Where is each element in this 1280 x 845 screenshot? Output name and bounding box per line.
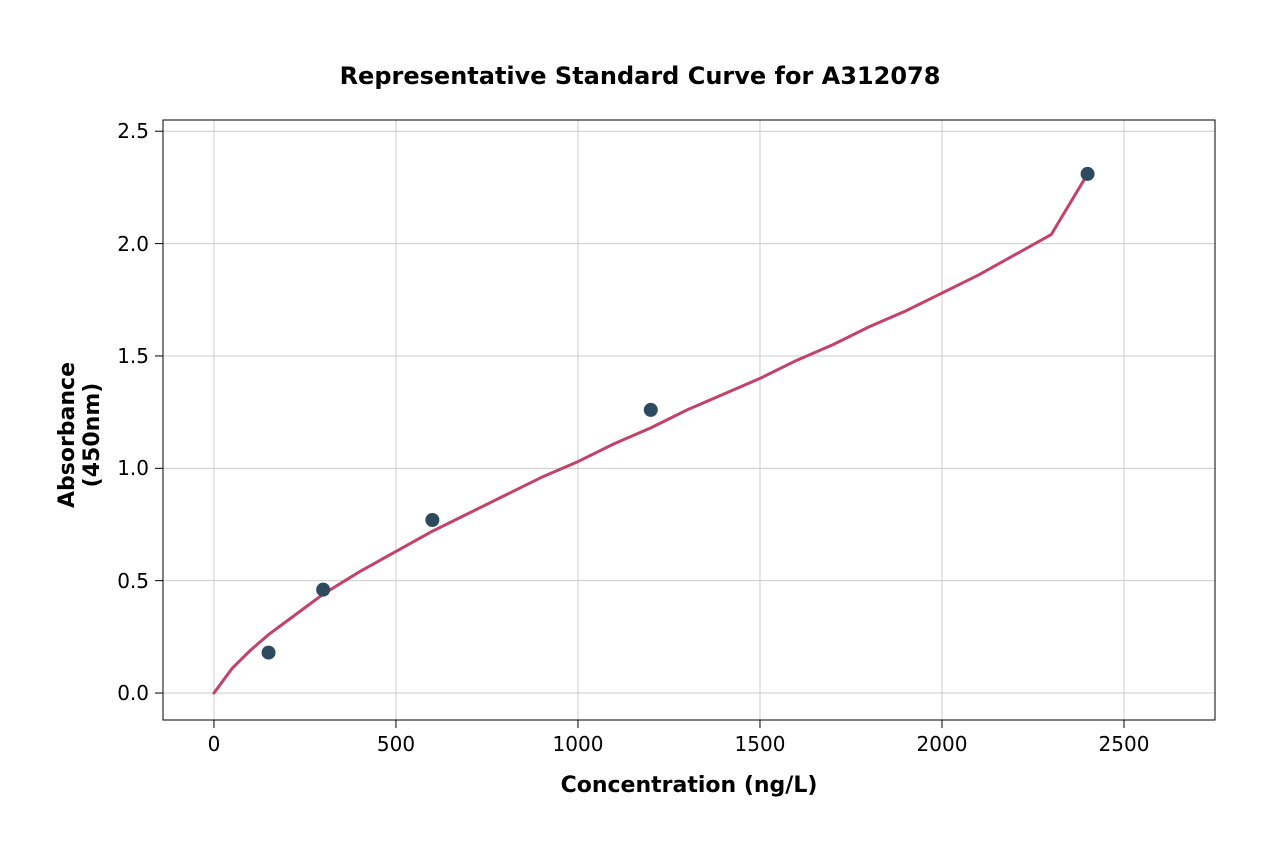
y-axis-label: Absorbance (450nm) — [55, 310, 105, 560]
x-axis-label: Concentration (ng/L) — [163, 773, 1215, 798]
chart-svg — [0, 0, 1280, 845]
x-tick-label: 1500 — [720, 732, 800, 756]
x-tick-label: 500 — [356, 732, 436, 756]
x-tick-label: 1000 — [538, 732, 618, 756]
y-tick-label: 2.5 — [117, 119, 149, 143]
y-tick-label: 2.0 — [117, 232, 149, 256]
axes-frame — [163, 120, 1215, 720]
chart-container: Representative Standard Curve for A31207… — [0, 0, 1280, 845]
y-tick-label: 1.5 — [117, 344, 149, 368]
fit-curve — [214, 174, 1088, 693]
x-tick-label: 0 — [174, 732, 254, 756]
x-tick-label: 2000 — [902, 732, 982, 756]
grid-lines — [163, 120, 1215, 720]
x-tick-label: 2500 — [1084, 732, 1164, 756]
y-tick-label: 1.0 — [117, 456, 149, 480]
tick-marks — [155, 131, 1124, 728]
y-tick-label: 0.5 — [117, 569, 149, 593]
y-tick-label: 0.0 — [117, 681, 149, 705]
